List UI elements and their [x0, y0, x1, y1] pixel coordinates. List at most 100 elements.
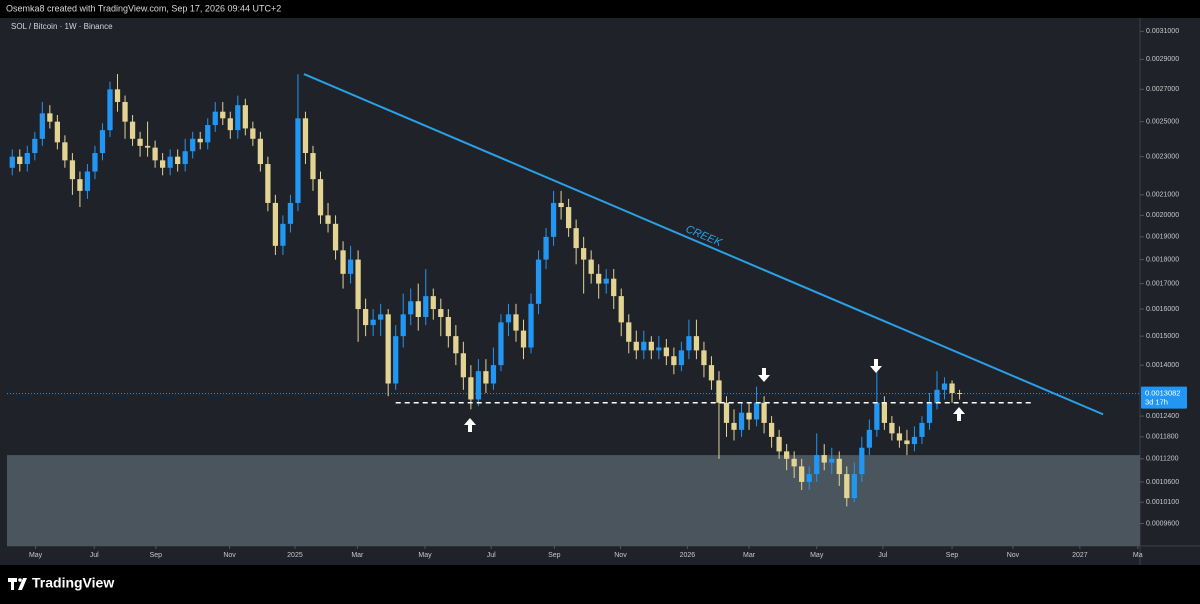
zone [7, 455, 1140, 546]
plot-area [7, 73, 1140, 546]
candle-body [445, 316, 451, 337]
arrow-up [953, 407, 965, 421]
candle-body [265, 164, 271, 203]
y-tick-label: 0.0017000 [1146, 280, 1179, 287]
candle-body [212, 111, 218, 126]
candle-body [24, 153, 30, 165]
candle-body [475, 371, 482, 400]
candle-body [167, 156, 173, 168]
candle-body [77, 179, 83, 191]
y-tick-label: 0.0020000 [1146, 212, 1179, 219]
candle-body [723, 402, 730, 423]
candle-body [302, 118, 309, 154]
candle-body [39, 113, 45, 139]
candle-body [603, 278, 609, 284]
candle-body [190, 138, 196, 152]
candle-body [926, 402, 933, 423]
y-tick-label: 0.0025000 [1146, 118, 1179, 125]
x-tick-label: Jul [878, 552, 887, 559]
candle-body [99, 130, 106, 154]
y-tick-label: 0.0015000 [1146, 333, 1179, 340]
candle-body [611, 278, 617, 297]
candle-body [874, 402, 880, 430]
candle-body [197, 138, 203, 143]
candle-body [505, 314, 512, 323]
candle-body [92, 153, 98, 172]
candle-body [859, 447, 865, 475]
candle-body [949, 383, 955, 394]
y-tick-label: 0.0027000 [1146, 86, 1179, 93]
candle-body [483, 371, 489, 384]
header-text: Osemka8 created with TradingView.com, Se… [6, 3, 281, 13]
candle-body [881, 402, 888, 423]
candle-body [806, 474, 812, 482]
candle-body [332, 223, 339, 251]
x-tick-label: 2027 [1072, 552, 1088, 559]
candle-body [257, 138, 263, 165]
y-tick-label: 0.0012400 [1146, 413, 1179, 420]
x-tick-label: Nov [223, 552, 236, 559]
candle-body [701, 350, 707, 366]
y-tick-label: 0.0016000 [1146, 306, 1179, 313]
candle-body [242, 105, 248, 129]
candle-body [280, 223, 286, 246]
candle-body [693, 336, 700, 351]
candle-body [378, 314, 384, 320]
candle-body [633, 341, 639, 351]
x-tick-label: Sep [548, 552, 561, 559]
candle-body [866, 429, 872, 448]
candle-body [62, 142, 68, 161]
candle-body [498, 322, 504, 366]
x-tick-label: Mar [351, 552, 364, 559]
candle-body [84, 171, 91, 191]
candle-body [520, 330, 527, 348]
candle-body [423, 296, 429, 317]
candle-body [641, 341, 647, 351]
candle-body [535, 259, 542, 304]
candle-body [761, 402, 767, 423]
candle-body [129, 121, 136, 139]
candle-body [107, 89, 113, 131]
candle-body [784, 451, 790, 459]
candle-body [814, 455, 820, 475]
candle-body [47, 113, 53, 122]
candle-body [911, 436, 918, 445]
candle-body [791, 458, 797, 467]
candle-body [310, 153, 316, 180]
candle-body [716, 380, 722, 403]
candle-body [558, 202, 564, 208]
candle-body [9, 156, 15, 168]
candle-body [708, 365, 715, 381]
symbol-title: SOL / Bitcoin · 1W · Binance [11, 22, 113, 31]
candle-body [468, 377, 474, 400]
candle-body [543, 236, 549, 260]
x-tick-label: May [29, 552, 43, 559]
y-tick-label: 0.0021000 [1146, 192, 1179, 199]
candle-body [295, 118, 301, 203]
y-tick-label: 0.0023000 [1146, 154, 1179, 161]
candle-body [904, 440, 910, 445]
candle-body [836, 458, 842, 475]
countdown-label: 3d 17h [1145, 398, 1168, 407]
logo-mark [8, 578, 27, 590]
x-tick-label: Nov [614, 552, 627, 559]
candle-body [17, 156, 23, 165]
candle-body [438, 309, 444, 317]
candle-body [460, 353, 466, 378]
candle-body [596, 273, 602, 284]
last-price-box [1141, 386, 1187, 409]
candle-body [325, 215, 331, 224]
candle-body [799, 466, 805, 482]
candle-body [205, 125, 211, 143]
y-tick-label: 0.0010100 [1146, 499, 1179, 506]
candle-body [122, 101, 128, 122]
candle-body [430, 296, 436, 310]
candle-body [565, 207, 572, 229]
candle-body [588, 259, 594, 274]
last-price-label: 0.0013082 [1145, 389, 1180, 398]
arrow-up [464, 418, 476, 432]
candle-body [663, 347, 669, 357]
x-tick-label: May [810, 552, 824, 559]
candle-body [400, 314, 406, 337]
x-tick-label: Mar [743, 552, 756, 559]
